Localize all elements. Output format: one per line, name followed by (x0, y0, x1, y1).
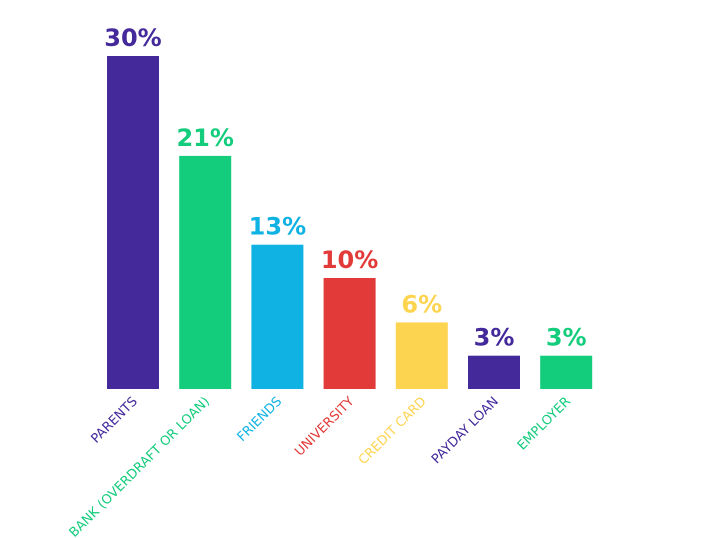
category-label: UNIVERSITY (292, 394, 357, 459)
bar (468, 355, 520, 389)
bar (107, 56, 159, 389)
category-label: PARENTS (88, 394, 140, 446)
category-label: EMPLOYER (515, 394, 574, 453)
value-label: 3% (474, 324, 515, 352)
value-label: 13% (249, 213, 306, 241)
value-label: 6% (401, 290, 442, 318)
category-label: BANK (OVERDRAFT OR LOAN) (67, 394, 213, 538)
bar (179, 155, 232, 389)
value-label: 21% (176, 124, 233, 152)
value-label: 30% (104, 24, 161, 52)
bar (395, 322, 448, 389)
bar (540, 355, 593, 389)
bar (251, 244, 304, 389)
category-label: CREDIT CARD (356, 394, 430, 468)
category-label: FRIENDS (235, 394, 286, 445)
value-label: 3% (546, 324, 587, 352)
bar (323, 278, 376, 389)
value-label: 10% (321, 246, 378, 274)
category-label: PAYDAY LOAN (429, 394, 502, 467)
